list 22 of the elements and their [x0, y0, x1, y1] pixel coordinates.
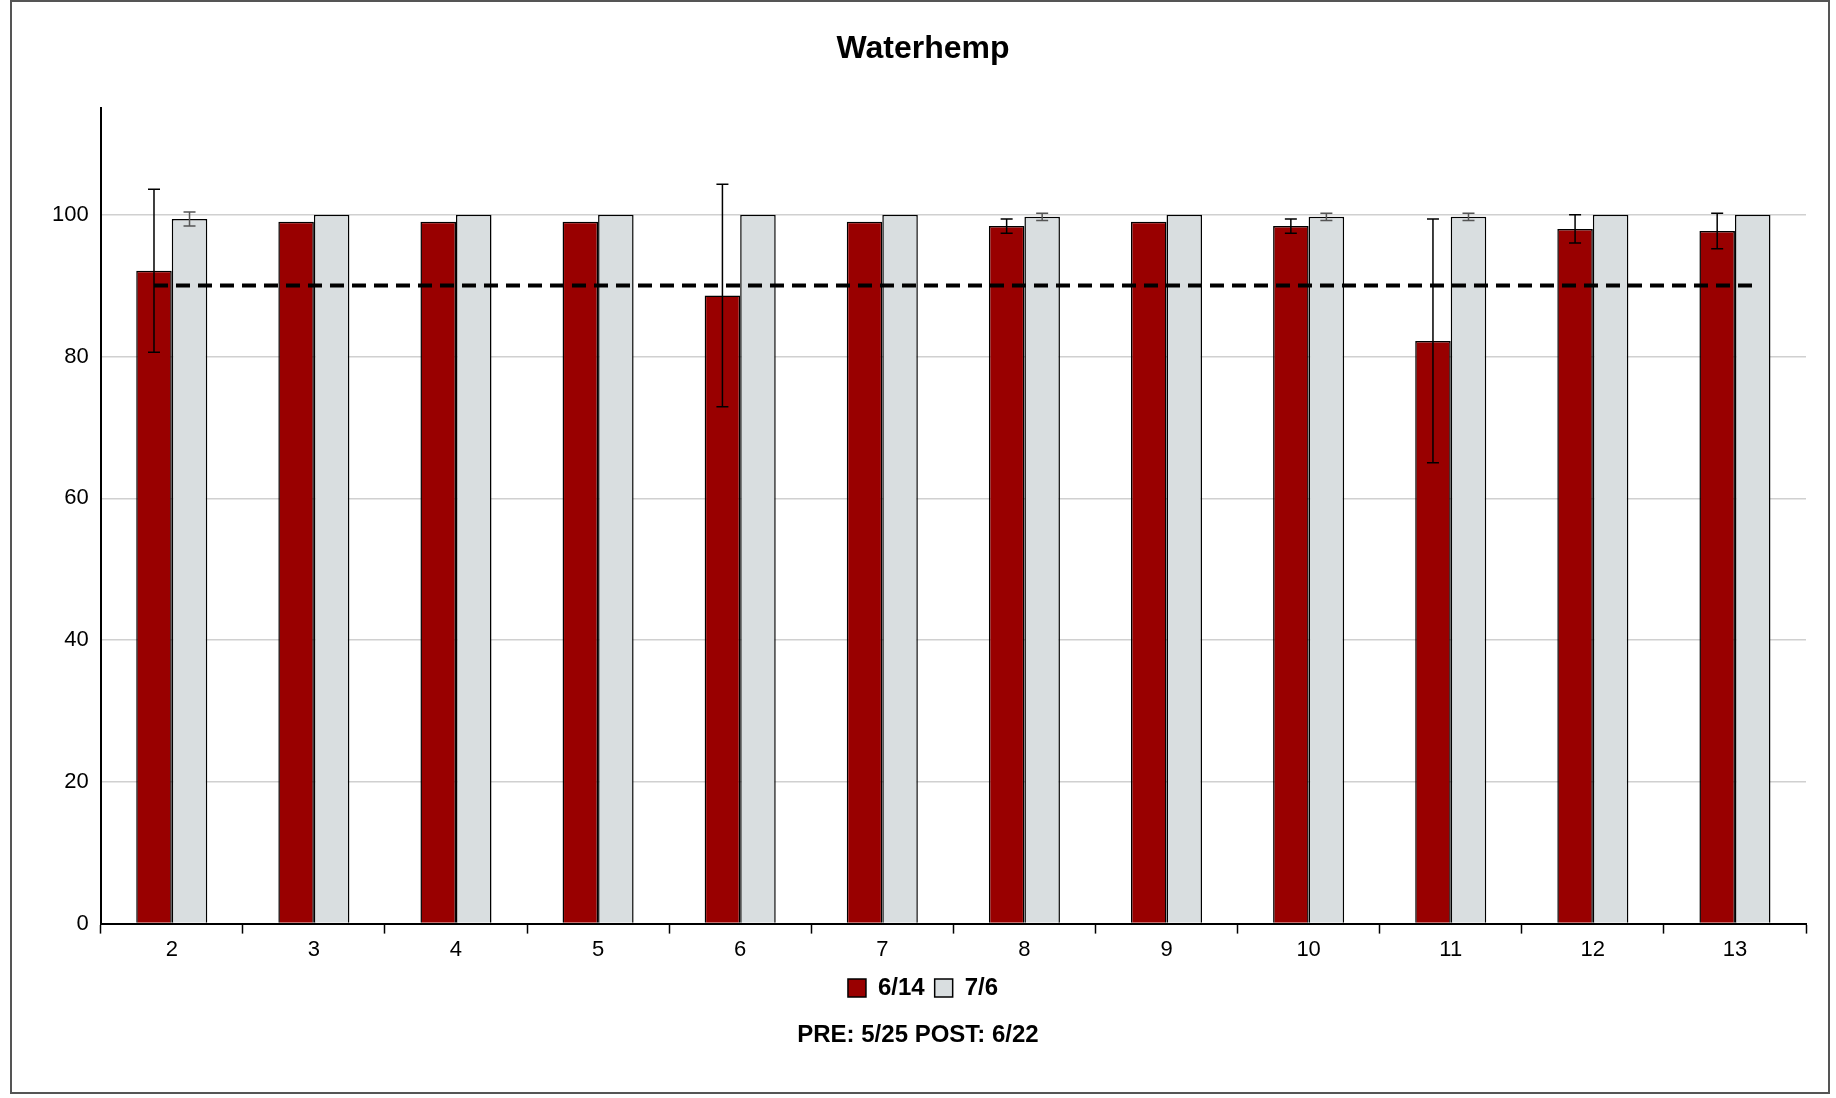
- y-tick-label: 0: [76, 909, 89, 935]
- x-tick-label: 13: [1722, 935, 1748, 961]
- x-tick-label: 4: [449, 935, 463, 961]
- chart-title: Waterhemp: [836, 29, 1010, 66]
- x-tick-label: 2: [165, 935, 178, 961]
- x-tick-label: 9: [1160, 935, 1173, 961]
- legend-label: 6/14: [877, 972, 926, 1000]
- x-tick-label: 10: [1296, 935, 1321, 961]
- y-tick-label: 20: [64, 767, 89, 793]
- x-tick-label: 11: [1439, 935, 1463, 961]
- text: PRE: 5/25 POST: 6/22: [796, 1020, 1040, 1048]
- x-tick-label: 5: [591, 935, 605, 961]
- y-tick-label: 80: [64, 342, 89, 368]
- y-tick-label: 100: [51, 200, 89, 226]
- x-tick-label: 8: [1018, 935, 1031, 961]
- x-tick-label: 12: [1580, 935, 1606, 961]
- legend-label: 7/6: [964, 972, 999, 1000]
- y-tick-label: 40: [64, 626, 89, 652]
- y-tick-label: 60: [64, 484, 89, 510]
- x-tick-label: 6: [734, 935, 747, 961]
- x-tick-label: 7: [876, 935, 889, 961]
- x-tick-label: 3: [307, 935, 320, 961]
